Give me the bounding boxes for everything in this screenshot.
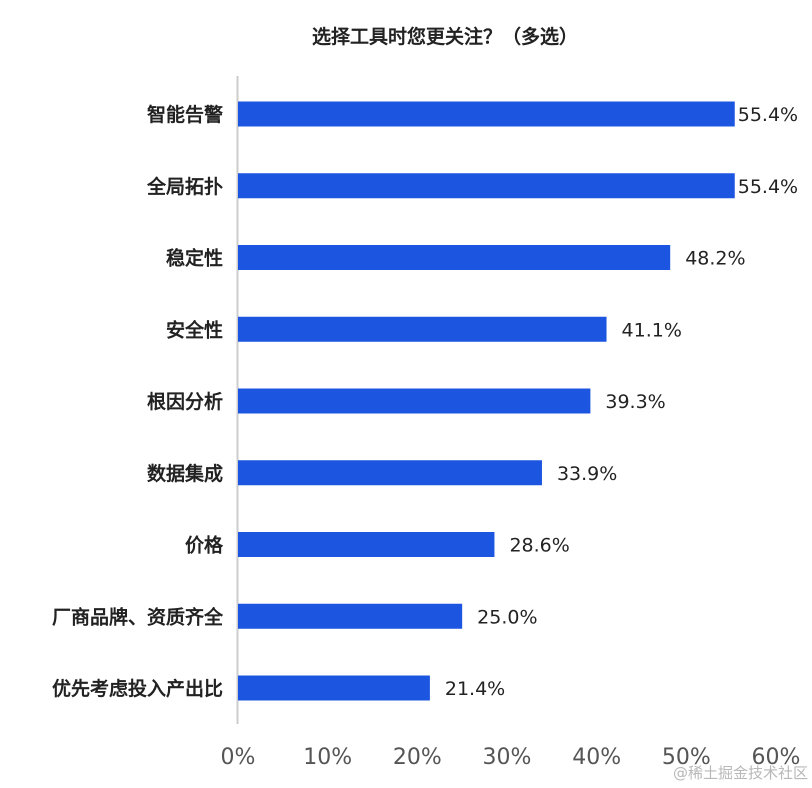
value-label: 55.4% [738,176,798,198]
category-label: 数据集成 [147,462,223,485]
bars-group: 智能告警 55.4% 全局拓扑 55.4% 稳定性 48.2% 安全性 41.1% 根因分析 39… [52,101,798,701]
value-label: 21.4% [445,678,505,700]
x-tick-label: 50% [662,745,711,770]
category-label: 稳定性 [166,247,223,270]
bar [238,245,671,270]
x-tick-label: 10% [303,745,352,770]
bar [238,603,463,629]
category-label: 价格 [185,534,224,557]
value-label: 41.1% [622,319,682,341]
value-label: 28.6% [509,535,569,557]
category-label: 全局拓扑 [146,175,223,198]
category-label: 厂商品牌、资质齐全 [52,605,224,628]
value-label: 33.9% [557,463,617,485]
x-tick-label: 40% [572,745,621,770]
x-tick-label: 30% [483,745,532,770]
watermark: @稀土掘金技术社区 [673,764,808,782]
bar [238,316,607,342]
x-tick-label: 20% [393,745,442,770]
bar [238,173,735,199]
bar [238,675,430,701]
bar [238,460,542,486]
category-label: 根因分析 [147,390,223,413]
x-axis-ticks: 0% 10% 20% 30% 40% 50% 60% [221,745,801,770]
x-tick-label: 0% [221,745,256,770]
category-label: 安全性 [166,318,223,341]
bar [238,101,735,127]
value-label: 39.3% [605,391,665,413]
chart-title: 选择工具时您更关注？（多选） [312,25,578,48]
value-label: 48.2% [685,248,745,270]
bar [238,532,495,557]
value-label: 25.0% [477,606,537,628]
x-tick-label: 60% [752,745,801,770]
bar [238,388,591,414]
category-label: 智能告警 [147,103,223,126]
category-label: 优先考虑投入产出比 [52,677,223,700]
value-label: 55.4% [738,104,798,126]
